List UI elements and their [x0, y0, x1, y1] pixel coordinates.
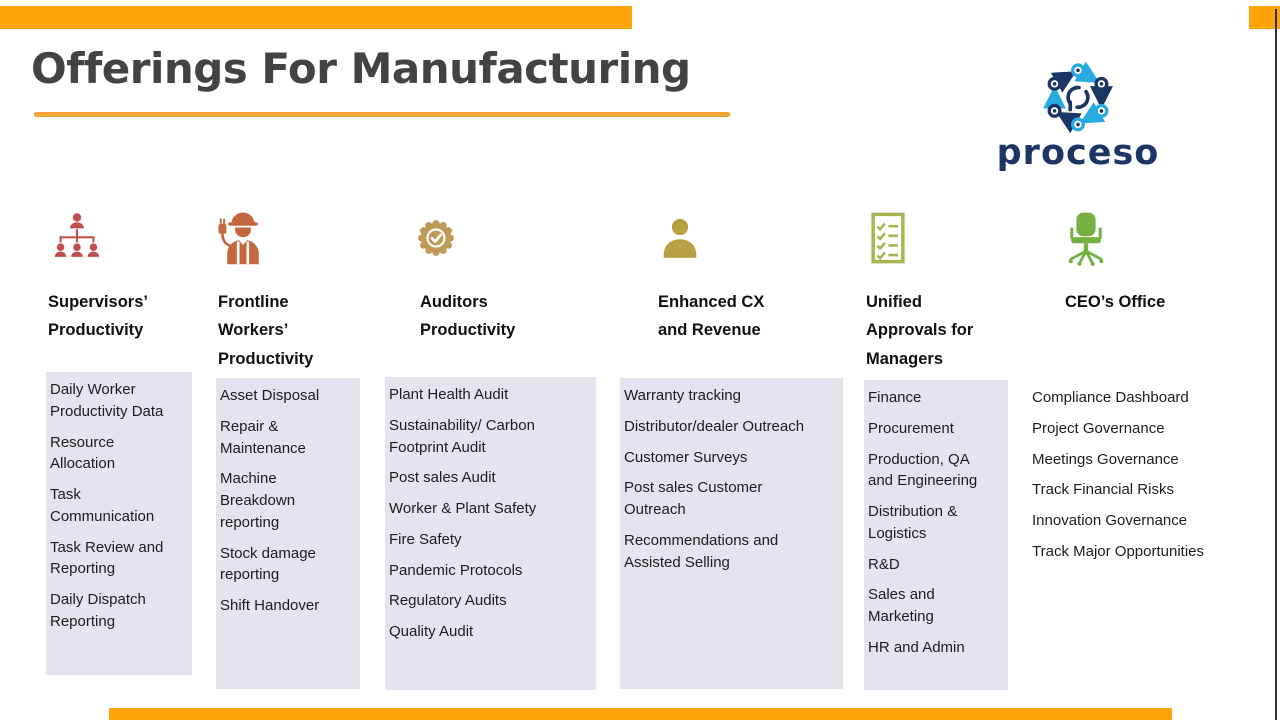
list-item: Repair & Maintenance — [220, 417, 306, 457]
list-item: Worker & Plant Safety — [389, 500, 537, 517]
list-item: Compliance Dashboard — [1032, 389, 1189, 406]
title-underline — [34, 112, 730, 117]
list-item: Distribution & Logistics — [868, 503, 958, 542]
column-heading: CEO’s Office — [1065, 293, 1166, 311]
list-item: Sales and Marketing — [868, 586, 935, 625]
column-item-list: Finance Procurement Production, QA and Eng… — [864, 380, 1008, 690]
top-accent-bar — [0, 6, 632, 29]
list-item: Task Review and Reporting — [50, 538, 164, 578]
construction-worker-icon — [215, 210, 271, 266]
badge-check-icon — [408, 210, 464, 266]
list-item: Procurement — [868, 419, 954, 437]
right-edge-line — [1275, 9, 1277, 720]
column-item-list: Warranty tracking Distributor/dealer Outr… — [620, 378, 843, 689]
list-item: Finance — [868, 389, 922, 406]
list-item: Production, QA and Engineering — [868, 450, 978, 490]
list-item: Project Governance — [1032, 419, 1165, 437]
page-title: Offerings For Manufacturing — [31, 44, 691, 93]
list-item: Resource Allocation — [50, 433, 116, 473]
org-chart-icon — [49, 210, 105, 266]
person-icon — [654, 214, 706, 266]
list-item: Innovation Governance — [1032, 512, 1188, 529]
list-item: Post sales Audit — [389, 469, 496, 487]
list-item: Customer Surveys — [624, 448, 748, 466]
checklist-icon — [860, 210, 916, 266]
list-item: Plant Health Audit — [389, 386, 509, 403]
column-item-list: Daily Worker Productivity Data Resource A… — [46, 372, 192, 675]
column-heading: Auditors Productivity — [420, 293, 516, 340]
list-item: HR and Admin — [868, 638, 965, 656]
list-item: Post sales Customer Outreach — [624, 479, 763, 518]
list-item: Regulatory Audits — [389, 592, 507, 610]
list-item: Machine Breakdown reporting — [220, 470, 296, 531]
list-item: Fire Safety — [389, 530, 462, 548]
list-item: Daily Dispatch Reporting — [50, 591, 146, 630]
list-item: Shift Handover — [220, 597, 320, 614]
list-item: Distributor/dealer Outreach — [624, 417, 805, 435]
list-item: Quality Audit — [389, 623, 474, 640]
list-item: Task Communication — [50, 486, 155, 525]
column-item-list: Compliance Dashboard Project Governance Me… — [1032, 380, 1267, 690]
column-heading: Supervisors’ Productivity — [48, 293, 148, 340]
column-heading: Enhanced CX and Revenue — [658, 293, 765, 340]
column-item-list: Plant Health Audit Sustainability/ Carbon… — [385, 377, 596, 690]
column-item-list: Asset Disposal Repair & Maintenance Machin… — [216, 378, 360, 689]
list-item: Meetings Governance — [1032, 450, 1179, 468]
list-item: Track Major Opportunities — [1032, 542, 1205, 560]
list-item: Warranty tracking — [624, 387, 741, 404]
office-chair-icon — [1058, 210, 1114, 266]
list-item: Asset Disposal — [220, 387, 320, 404]
list-item: Stock damage reporting — [220, 544, 316, 584]
list-item: Sustainability/ Carbon Footprint Audit — [389, 416, 535, 456]
column-heading: Frontline Workers’ Productivity — [218, 293, 314, 368]
list-item: Pandemic Protocols — [389, 561, 523, 579]
list-item: R&D — [868, 555, 900, 573]
list-item: Recommendations and Assisted Selling — [624, 531, 779, 571]
column-heading: Unified Approvals for Managers — [866, 293, 974, 368]
top-right-accent-block — [1249, 6, 1280, 29]
bottom-accent-bar — [109, 708, 1172, 720]
logo-wordmark: proceso — [996, 133, 1160, 173]
list-item: Track Financial Risks — [1032, 481, 1174, 499]
list-item: Daily Worker Productivity Data — [50, 381, 164, 420]
proceso-logo-icon — [1037, 58, 1119, 140]
